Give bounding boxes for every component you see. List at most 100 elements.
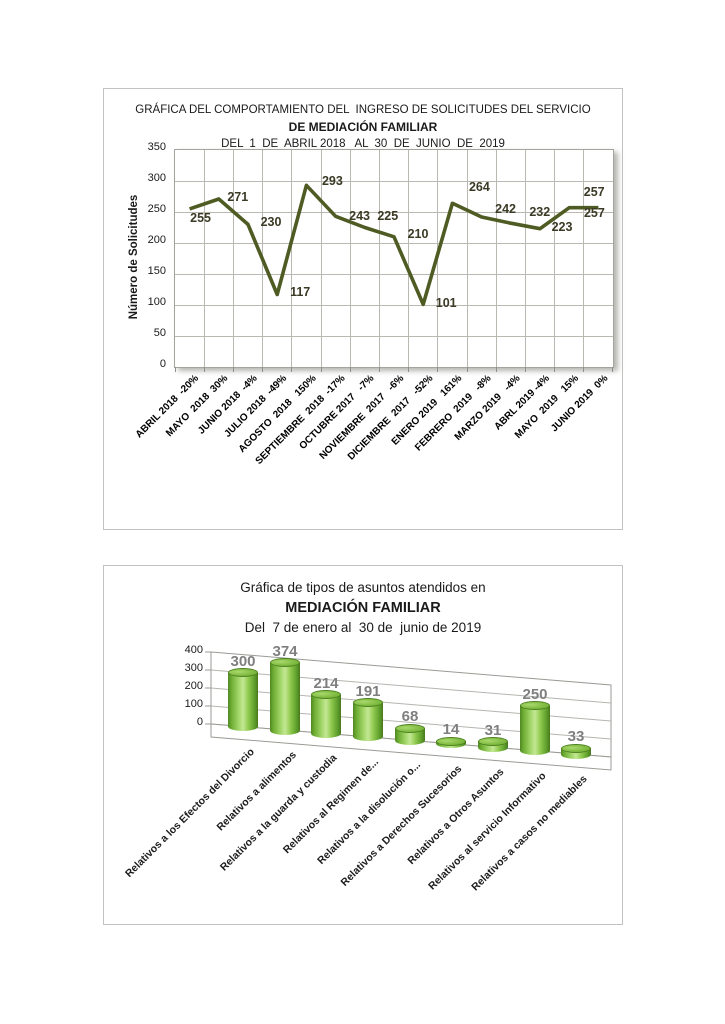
x-axis-tick [466,367,468,372]
data-point-label: 223 [551,219,573,234]
x-grid-line [495,150,497,367]
y-grid-line [175,335,613,337]
y-grid-line [175,180,613,182]
y-axis-tick-label: 300 [184,662,203,674]
data-point-label: 232 [529,205,551,220]
y-axis-tick-label: 100 [184,698,203,710]
x-axis-tick [232,367,234,372]
data-point-label: 101 [435,296,457,311]
cylinder-bar [228,672,258,727]
bar-value-label: 374 [272,642,298,660]
cylinder-bar [520,705,550,751]
x-axis-tick [583,367,585,372]
x-axis-tick [378,367,380,372]
data-point-label: 264 [468,180,490,195]
y-axis-tick-label: 150 [147,265,166,277]
y-grid-line [175,242,613,244]
x-grid-line [583,150,585,367]
series-line [189,183,599,307]
data-point-label: 255 [190,210,212,225]
bar-value-label: 31 [484,721,502,739]
data-point-label: 243 [349,209,371,224]
x-grid-line [349,150,351,367]
bar-value-label: 14 [442,721,460,739]
x-axis-tick [349,367,351,372]
x-axis-tick [437,367,439,372]
x-axis-tick [611,367,613,372]
line-chart-title-line3: DEL 1 DE ABRIL 2018 AL 30 DE JUNIO DE 20… [221,138,505,150]
cylinder-bar-bottom [228,722,258,732]
x-grid-line [466,150,468,367]
cylinder-bar-bottom [478,742,508,752]
y-axis-tick-label: 300 [147,172,166,184]
y-grid-line [175,273,613,275]
cylinder-bar-top [436,736,466,746]
y-axis-tick-label: 100 [147,296,166,308]
x-axis-tick [320,367,322,372]
cylinder-bar-top [353,698,383,708]
cylinder-bar-bottom [311,728,341,738]
cylinder-bar-top [520,701,550,711]
bar-value-label: 33 [567,728,585,746]
x-axis-tick [291,367,293,372]
cylinder-chart-title: Gráfica de tipos de asuntos atendidos en… [104,578,622,638]
cylinder-bar-bottom [270,725,300,735]
x-axis-tick [554,367,556,372]
bar-value-label: 250 [522,685,548,703]
cylinder-bar [353,702,383,737]
x-grid-line [378,150,380,367]
chart-floor [210,723,612,771]
y-axis-tick-label: 250 [147,203,166,215]
x-grid-line [203,150,205,367]
x-axis-tick [524,367,526,372]
x-axis-tick [174,367,176,372]
x-grid-line [554,150,556,367]
data-point-label: 257 [583,205,605,220]
bar-value-label: 191 [355,682,381,700]
bar-value-label: 68 [401,708,419,726]
x-grid-line [408,150,410,367]
x-axis-tick [262,367,264,372]
cylinder-chart-title-line2: MEDIACIÓN FAMILIAR [285,600,441,616]
x-grid-line [320,150,322,367]
cylinder-bar-top [228,668,258,678]
cylinder-bar-bottom [395,735,425,745]
line-chart-plot-area [174,149,614,372]
x-axis-tick [495,367,497,372]
x-axis-tick [408,367,410,372]
y-axis-tick-label: 200 [184,680,203,692]
data-point-label: 257 [583,184,605,199]
cylinder-bar-top [270,658,300,668]
x-grid-line [232,150,234,367]
y-axis-tick-label: 350 [147,141,166,153]
y-axis-tick-label: 50 [153,327,166,339]
line-chart-panel: GRÁFICA DEL COMPORTAMIENTO DEL INGRESO D… [103,88,623,530]
x-grid-line [524,150,526,367]
data-point-label: 293 [321,174,343,189]
y-axis-tick-label: 0 [159,358,166,370]
y-grid-line [175,211,613,213]
cylinder-chart-title-line3: Del 7 de enero al 30 de junio de 2019 [244,620,482,635]
data-point-label: 242 [495,201,517,216]
data-point-label: 117 [290,285,311,300]
data-point-label: 230 [260,215,282,230]
cylinder-bar-top [478,737,508,747]
y-grid-line [175,304,613,306]
cylinder-bar-top [395,723,425,733]
cylinder-bar [311,694,341,734]
y-axis-tick-label: 200 [147,234,166,246]
data-point-label: 225 [377,208,399,223]
bar-value-label: 214 [313,674,339,692]
x-axis-tick [203,367,205,372]
cylinder-chart-title-line1: Gráfica de tipos de asuntos atendidos en [240,580,486,595]
x-grid-line [291,150,293,367]
cylinder-bar-bottom [520,746,550,756]
cylinder-chart-panel: Gráfica de tipos de asuntos atendidos en… [103,565,623,925]
cylinder-bar-top [561,743,591,753]
line-chart-title-line1: GRÁFICA DEL COMPORTAMIENTO DEL INGRESO D… [135,104,591,116]
data-point-label: 210 [407,226,429,241]
cylinder-bar [270,662,300,731]
y-axis-tick-label: 400 [184,644,203,656]
line-chart-title-line2: DE MEDIACIÓN FAMILIAR [288,120,438,134]
